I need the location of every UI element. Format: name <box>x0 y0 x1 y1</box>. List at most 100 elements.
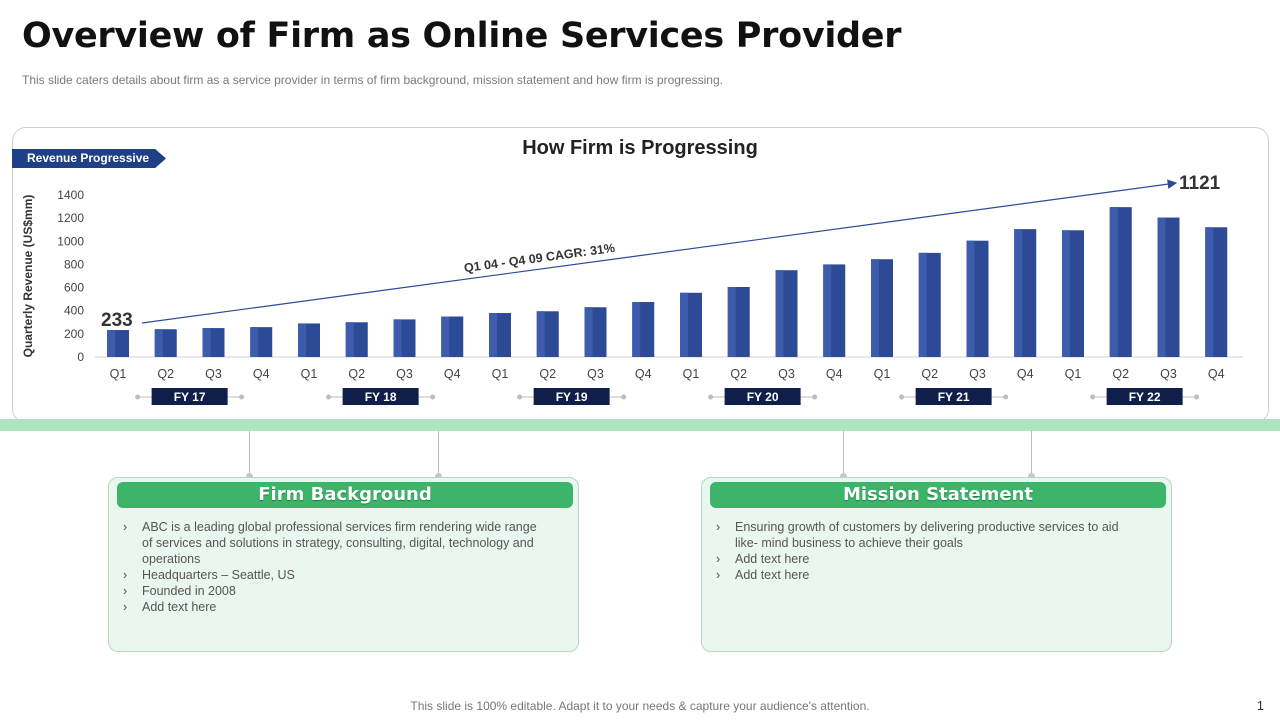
firm-background-list: › ABC is a leading global professional se… <box>123 519 548 615</box>
bar <box>584 307 607 357</box>
y-tick-label: 200 <box>64 327 84 341</box>
fy-range-dot <box>517 394 523 400</box>
mission-statement-list: › Ensuring growth of customers by deliver… <box>716 519 1141 583</box>
bar <box>775 270 798 357</box>
fy-badge <box>151 388 228 405</box>
connector-line <box>246 431 253 480</box>
slide-title: Overview of Firm as Online Services Prov… <box>22 16 902 56</box>
x-tick-label: Q3 <box>587 367 604 381</box>
bar-highlight <box>632 302 641 357</box>
fy-range-dot <box>1090 394 1096 400</box>
x-tick-label: Q1 <box>874 367 891 381</box>
firm-background-title: Firm Background <box>117 482 573 508</box>
connector-line <box>840 431 847 480</box>
x-tick-label: Q4 <box>444 367 461 381</box>
bar-highlight <box>202 328 211 357</box>
x-tick-label: Q4 <box>1017 367 1034 381</box>
mission-statement-title: Mission Statement <box>710 482 1166 508</box>
bar-highlight <box>918 252 927 357</box>
list-item-text: Add text here <box>142 600 217 614</box>
fy-badge <box>915 388 992 405</box>
fy-badge-label: FY 19 <box>556 390 588 404</box>
fy-range-dot <box>326 394 332 400</box>
x-tick-label: Q3 <box>396 367 413 381</box>
list-item-text: Add text here <box>735 552 810 566</box>
x-tick-label: Q3 <box>1160 367 1177 381</box>
fy-range-dot <box>621 394 627 400</box>
fy-badge-label: FY 17 <box>174 390 206 404</box>
bar-highlight <box>680 292 688 357</box>
bar <box>393 319 416 357</box>
list-item: › Headquarters – Seattle, US <box>123 567 548 583</box>
fy-badge <box>342 388 419 405</box>
bar-highlight <box>154 329 163 357</box>
x-tick-label: Q2 <box>157 367 174 381</box>
list-item-text: Ensuring growth of customers by deliveri… <box>735 520 1119 550</box>
chevron-right-icon: › <box>716 520 721 534</box>
bar <box>202 328 225 357</box>
x-tick-label: Q2 <box>730 367 747 381</box>
chevron-right-icon: › <box>716 552 721 566</box>
x-tick-label: Q2 <box>1112 367 1129 381</box>
bar-highlight <box>1157 217 1166 357</box>
bar <box>871 259 893 357</box>
list-item-text: ABC is a leading global professional ser… <box>142 520 537 566</box>
x-tick-label: Q2 <box>921 367 938 381</box>
y-tick-label: 1400 <box>57 188 84 202</box>
chart-title: How Firm is Progressing <box>522 137 758 159</box>
slide-footer: This slide is 100% editable. Adapt it to… <box>410 699 870 713</box>
bar-highlight <box>441 316 450 357</box>
end-value-label: 1121 <box>1179 173 1221 194</box>
bar <box>345 322 368 357</box>
fy-range-dot <box>1003 394 1009 400</box>
bar <box>250 327 273 357</box>
list-item: › Ensuring growth of customers by deliver… <box>716 519 1141 551</box>
slide-subtitle: This slide caters details about firm as … <box>22 73 723 87</box>
bar <box>632 302 655 357</box>
fy-range-dot <box>430 394 436 400</box>
y-axis-title: Quarterly Revenue (US$mm) <box>21 195 35 358</box>
x-tick-label: Q4 <box>253 367 270 381</box>
list-item: › Add text here <box>716 551 1141 567</box>
x-tick-label: Q1 <box>301 367 318 381</box>
cagr-trend-arrow <box>141 179 1178 324</box>
x-tick-label: Q1 <box>1065 367 1082 381</box>
x-tick-label: Q2 <box>539 367 556 381</box>
green-divider-band <box>0 419 1280 431</box>
fy-badge-label: FY 22 <box>1129 390 1161 404</box>
connector-line <box>1028 431 1035 480</box>
fy-badge-label: FY 21 <box>938 390 970 404</box>
list-item: › ABC is a leading global professional se… <box>123 519 548 567</box>
chart-panel <box>12 127 1269 423</box>
x-tick-label: Q1 <box>492 367 509 381</box>
x-tick-label: Q3 <box>778 367 795 381</box>
bar <box>441 316 464 357</box>
bar <box>298 323 320 357</box>
y-tick-label: 600 <box>64 281 84 295</box>
x-tick-label: Q2 <box>348 367 365 381</box>
mission-statement-card: Mission Statement › Ensuring growth of cu… <box>701 477 1172 652</box>
bar-highlight <box>250 327 259 357</box>
bar <box>823 264 846 357</box>
bar <box>107 330 129 357</box>
fy-range-dot <box>1194 394 1200 400</box>
bar <box>1109 207 1132 357</box>
connector-line <box>435 431 442 480</box>
bar <box>1157 217 1180 357</box>
list-item-text: Add text here <box>735 568 810 582</box>
list-item-text: Founded in 2008 <box>142 584 236 598</box>
fy-badge <box>1106 388 1183 405</box>
bar <box>154 329 177 357</box>
x-tick-label: Q4 <box>635 367 652 381</box>
bar <box>680 292 702 357</box>
list-item-text: Headquarters – Seattle, US <box>142 568 295 582</box>
y-tick-label: 1000 <box>57 234 84 248</box>
bar <box>966 240 989 357</box>
y-tick-label: 1200 <box>57 211 84 225</box>
bar <box>1062 230 1084 357</box>
x-tick-label: Q4 <box>1208 367 1225 381</box>
y-tick-label: 0 <box>77 350 84 364</box>
page-number: 1 <box>1256 698 1264 713</box>
bar-highlight <box>823 264 832 357</box>
cagr-trend-label: Q1 04 - Q4 09 CAGR: 31% <box>463 241 616 275</box>
